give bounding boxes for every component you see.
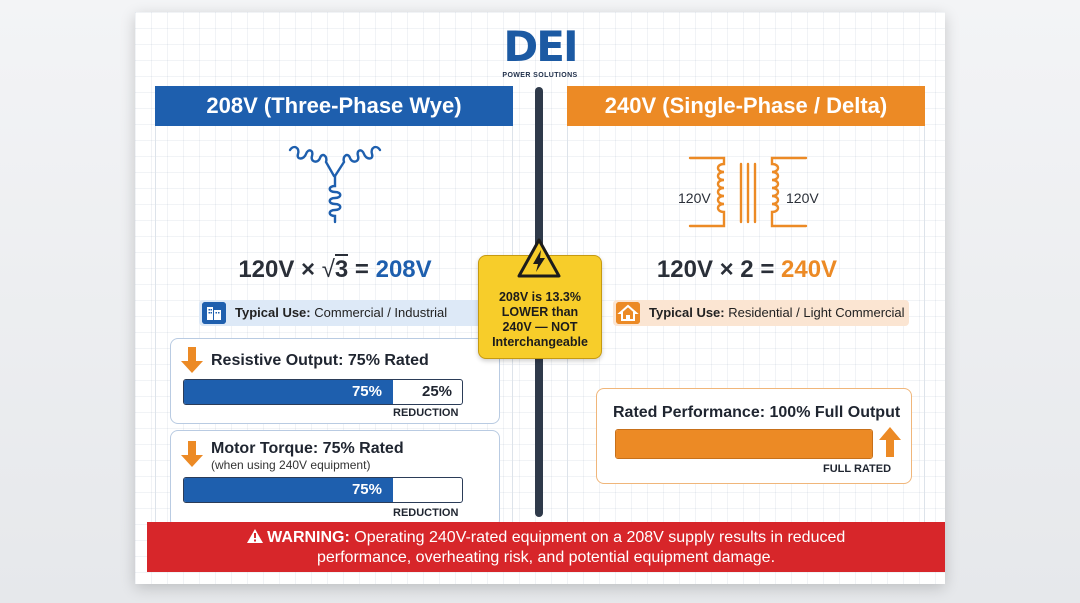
warning-banner-line-1: WARNING: Operating 240V-rated equipment … bbox=[147, 528, 945, 548]
rated-performance-bar bbox=[615, 429, 873, 459]
typical-use-240v-value: Residential / Light Commercial bbox=[728, 305, 905, 320]
panel-208v-header: 208V (Three-Phase Wye) bbox=[155, 86, 513, 126]
equation-208v: 120V × √3 = 208V bbox=[156, 254, 514, 284]
panel-208v-body: 120V × √3 = 208V Typical Use: Commercial… bbox=[155, 126, 514, 528]
coil-left-label: 120V bbox=[678, 190, 711, 206]
motor-torque-title: Motor Torque: 75% Rated bbox=[211, 440, 404, 457]
house-icon bbox=[616, 302, 640, 324]
typical-use-208v-label: Typical Use: bbox=[235, 305, 311, 320]
down-arrow-icon bbox=[181, 441, 203, 467]
motor-torque-caption: REDUCTION bbox=[393, 507, 459, 519]
equation-240v: 120V × 2 = 240V bbox=[568, 256, 926, 284]
warning-line: 240V — NOT bbox=[502, 320, 578, 334]
typical-use-208v-value: Commercial / Industrial bbox=[314, 305, 448, 320]
up-arrow-icon bbox=[879, 427, 901, 457]
logo-mark: DEI bbox=[503, 22, 578, 71]
logo-subtitle: POWER SOLUTIONS bbox=[502, 72, 578, 79]
resistive-output-caption: REDUCTION bbox=[393, 407, 459, 419]
equation-208v-prefix: 120V × bbox=[238, 256, 322, 283]
warning-line: LOWER than bbox=[501, 305, 579, 319]
building-icon bbox=[202, 302, 226, 324]
motor-torque-fill bbox=[184, 478, 393, 502]
rated-performance-title: Rated Performance: 100% Full Output bbox=[613, 404, 901, 421]
resistive-output-bar: 75% 25% bbox=[183, 379, 463, 405]
warning-banner-text-2: performance, overheating risk, and poten… bbox=[316, 549, 776, 566]
rated-performance-card: Rated Performance: 100% Full Output FULL… bbox=[596, 388, 912, 484]
typical-use-240v-label: Typical Use: bbox=[649, 305, 725, 320]
rated-performance-fill bbox=[616, 430, 872, 458]
motor-torque-bar: 75% bbox=[183, 477, 463, 503]
down-arrow-icon bbox=[181, 347, 203, 373]
equation-208v-result: 208V bbox=[375, 256, 432, 283]
resistive-output-fill-label: 75% bbox=[351, 383, 382, 400]
equation-240v-prefix: 120V × 2 = bbox=[656, 256, 782, 283]
resistive-output-card: Resistive Output: 75% Rated 75% 25% REDU… bbox=[170, 338, 500, 424]
transformer-icon bbox=[688, 156, 808, 228]
panel-240v-header: 240V (Single-Phase / Delta) bbox=[567, 86, 925, 126]
resistive-output-rest-label: 25% bbox=[422, 383, 453, 400]
warning-banner-text-1: Operating 240V-rated equipment on a 208V… bbox=[354, 529, 846, 546]
wye-coil-icon bbox=[288, 145, 382, 224]
motor-torque-fill-label: 75% bbox=[351, 481, 382, 498]
typical-use-208v: Typical Use: Commercial / Industrial bbox=[199, 300, 493, 326]
warning-icon bbox=[246, 529, 263, 543]
typical-use-240v: Typical Use: Residential / Light Commerc… bbox=[613, 300, 909, 326]
equation-208v-middle: = bbox=[348, 256, 376, 283]
equation-240v-result: 240V bbox=[781, 256, 838, 283]
warning-line: 208V is 13.3% bbox=[498, 290, 581, 304]
rated-performance-caption: FULL RATED bbox=[823, 463, 892, 475]
interchangeability-warning: 208V is 13.3% LOWER than 240V — NOT Inte… bbox=[478, 238, 602, 359]
warning-text: 208V is 13.3% LOWER than 240V — NOT Inte… bbox=[483, 290, 597, 350]
warning-banner-label: WARNING: bbox=[267, 529, 350, 546]
warning-banner: WARNING: Operating 240V-rated equipment … bbox=[147, 522, 945, 572]
warning-line: Interchangeable bbox=[492, 335, 588, 349]
panel-208v: 208V (Three-Phase Wye) 120V × √3 = 208V bbox=[155, 86, 514, 528]
panel-240v: 240V (Single-Phase / Delta) 120V 120V 12… bbox=[567, 86, 925, 522]
sqrt-symbol: √ bbox=[321, 256, 335, 283]
equation-208v-root: 3 bbox=[334, 254, 349, 283]
high-voltage-icon bbox=[517, 238, 561, 278]
coil-right-label: 120V bbox=[786, 190, 819, 206]
infographic-board: DEI POWER SOLUTIONS 208V (Three-Phase Wy… bbox=[135, 12, 945, 584]
resistive-output-title: Resistive Output: 75% Rated bbox=[211, 352, 429, 369]
motor-torque-subtitle: (when using 240V equipment) bbox=[211, 458, 371, 472]
dei-logo: DEI POWER SOLUTIONS bbox=[494, 24, 586, 86]
motor-torque-card: Motor Torque: 75% Rated (when using 240V… bbox=[170, 430, 500, 528]
panel-240v-body: 120V 120V 120V × 2 = 240V Typical Use: R… bbox=[567, 126, 925, 522]
resistive-output-fill bbox=[184, 380, 393, 404]
